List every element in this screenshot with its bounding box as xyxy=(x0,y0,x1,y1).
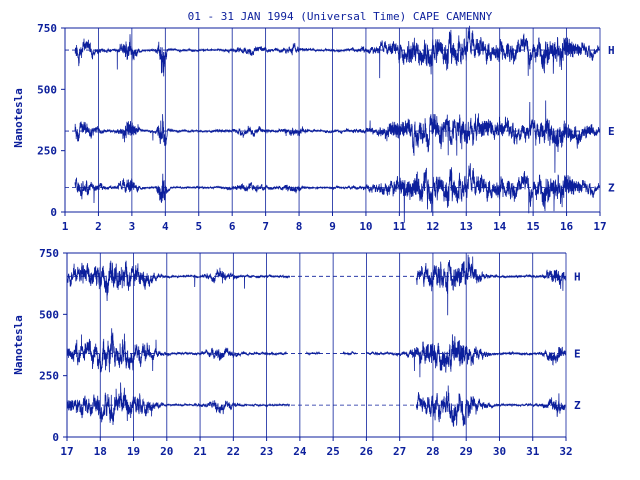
y-axis-label-bottom: Nanotesla xyxy=(12,315,25,375)
x-tick-label: 18 xyxy=(94,445,107,458)
x-tick-label: 8 xyxy=(296,220,303,233)
series-trace-e xyxy=(66,328,287,373)
x-tick-label: 17 xyxy=(60,445,73,458)
series-label-e: E xyxy=(608,125,615,138)
x-tick-label: 16 xyxy=(560,220,574,233)
y-axis-label-top: Nanotesla xyxy=(12,88,25,148)
x-tick-label: 4 xyxy=(162,220,169,233)
x-tick-label: 29 xyxy=(460,445,473,458)
x-tick-label: 13 xyxy=(460,220,473,233)
y-tick-label: 250 xyxy=(39,370,59,383)
x-tick-label: 21 xyxy=(193,445,207,458)
x-tick-label: 20 xyxy=(160,445,173,458)
series-label-z: Z xyxy=(574,399,581,412)
x-tick-label: 12 xyxy=(426,220,439,233)
series-label-z: Z xyxy=(608,181,615,194)
x-tick-label: 23 xyxy=(260,445,273,458)
y-tick-label: 750 xyxy=(37,22,57,35)
series-label-h: H xyxy=(608,44,615,57)
series-trace-z xyxy=(74,163,600,223)
series-trace-e xyxy=(74,100,600,173)
x-tick-label: 22 xyxy=(227,445,240,458)
x-tick-label: 7 xyxy=(262,220,269,233)
x-tick-label: 15 xyxy=(527,220,540,233)
y-tick-label: 0 xyxy=(52,431,59,444)
x-tick-label: 10 xyxy=(359,220,372,233)
x-tick-label: 5 xyxy=(195,220,202,233)
x-tick-label: 9 xyxy=(329,220,336,233)
x-tick-label: 17 xyxy=(593,220,606,233)
chart-title: 01 - 31 JAN 1994 (Universal Time) CAPE C… xyxy=(188,10,493,23)
series-trace-e xyxy=(366,334,566,378)
x-tick-label: 24 xyxy=(293,445,307,458)
y-tick-label: 750 xyxy=(39,247,59,260)
x-tick-label: 19 xyxy=(127,445,140,458)
series-trace-h xyxy=(415,254,566,316)
x-tick-label: 27 xyxy=(393,445,406,458)
x-tick-label: 14 xyxy=(493,220,507,233)
y-tick-label: 250 xyxy=(37,145,57,158)
series-trace-h xyxy=(74,25,600,79)
series-trace-e xyxy=(306,350,321,356)
y-tick-label: 500 xyxy=(39,308,59,321)
x-tick-label: 3 xyxy=(129,220,136,233)
x-tick-label: 6 xyxy=(229,220,236,233)
x-tick-label: 30 xyxy=(493,445,506,458)
series-label-e: E xyxy=(574,348,581,361)
panel-days-17-32: 17 18 19 20 21 22 23 24 25 26 27 28 29 30 31 32 0 250 500 7… xyxy=(39,247,581,458)
y-tick-label: 0 xyxy=(50,206,57,219)
x-tick-label: 11 xyxy=(393,220,407,233)
series-trace-z xyxy=(415,385,566,427)
series-label-h: H xyxy=(574,270,581,283)
series-trace-e xyxy=(342,350,357,356)
x-tick-label: 1 xyxy=(62,220,69,233)
x-tick-label: 28 xyxy=(426,445,439,458)
x-tick-label: 2 xyxy=(95,220,102,233)
series-trace-z xyxy=(66,382,290,426)
x-tick-label: 26 xyxy=(360,445,374,458)
x-tick-label: 31 xyxy=(526,445,540,458)
x-tick-label: 25 xyxy=(327,445,340,458)
y-tick-label: 500 xyxy=(37,83,57,96)
x-tick-label: 32 xyxy=(559,445,572,458)
series-trace-h xyxy=(66,260,291,302)
